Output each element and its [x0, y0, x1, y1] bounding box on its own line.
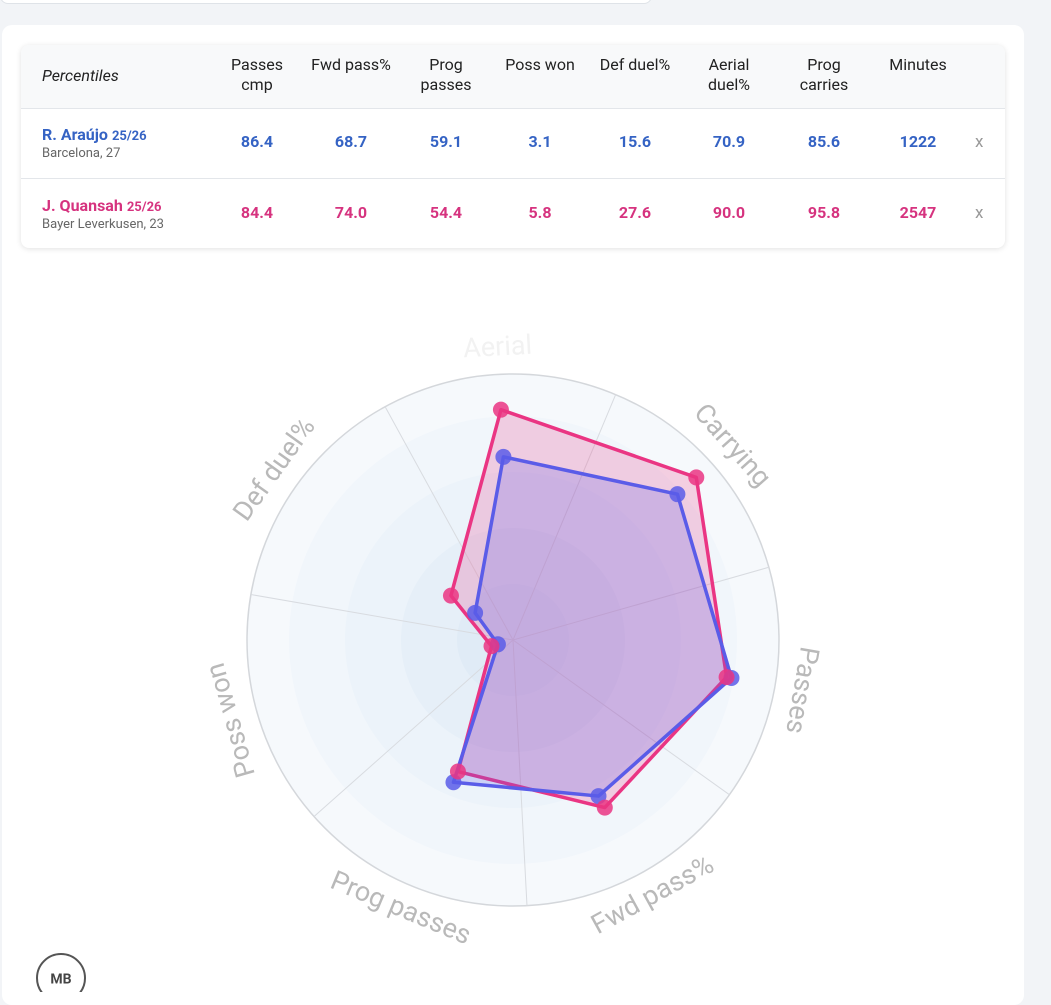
player-name: R. Araújo 25/26	[42, 125, 147, 144]
name: R. Araújo	[42, 125, 108, 144]
value-cell: 3.1	[528, 132, 552, 151]
name: J. Quansah	[42, 196, 123, 215]
radar-spoke	[250, 594, 514, 641]
header-cell: Prog carries	[799, 55, 849, 94]
value-cell: 27.6	[618, 203, 652, 222]
value-cell: 86.4	[240, 132, 274, 151]
header-cell: Minutes	[889, 55, 947, 74]
header-cell: Prog passes	[420, 55, 472, 94]
value-cell: 74.0	[334, 203, 368, 222]
value-cell: 85.6	[807, 132, 841, 151]
player-info: Barcelona, 27	[42, 146, 121, 161]
header-cell: Aerial duel%	[708, 55, 750, 94]
radar-spoke	[512, 639, 528, 906]
table-row: J. Quansah 25/26 Bayer Leverkusen, 23 84.4 7…	[21, 178, 1005, 249]
value-cell: 2547	[899, 203, 937, 222]
radar-point	[492, 401, 509, 418]
radar-spoke	[512, 566, 769, 641]
logo: MB	[50, 972, 71, 988]
header-cell: Percentiles	[42, 66, 119, 85]
season: 25/26	[111, 129, 147, 144]
axis-label: Passes	[779, 644, 826, 736]
table-row: R. Araújo 25/26 Barcelona, 27 86.4 68.7 59.1 3…	[21, 108, 1005, 178]
radar-point	[495, 448, 512, 465]
table-header: Percentiles Passes cmp Fwd pass% Prog passe…	[21, 45, 1005, 109]
player-name: J. Quansah 25/26	[42, 196, 162, 215]
radar-spoke	[384, 406, 514, 641]
value-cell: 5.8	[528, 203, 552, 222]
radar-point	[688, 469, 705, 486]
radar-point	[596, 799, 613, 816]
logo-ring	[36, 953, 86, 992]
value-cell: 54.4	[429, 203, 463, 222]
radar-point	[483, 638, 500, 655]
value-cell: 68.7	[334, 132, 368, 151]
header-cell: Passes cmp	[231, 55, 283, 94]
radar-spoke	[313, 639, 514, 817]
remove-button[interactable]: x	[975, 132, 984, 152]
radar-point	[669, 486, 686, 503]
radar-point	[718, 669, 735, 686]
radar-point	[467, 604, 484, 621]
header-cell: Poss won	[505, 55, 575, 74]
value-cell: 15.6	[618, 132, 652, 151]
header-cell: Def duel%	[599, 55, 671, 74]
season: 25/26	[126, 200, 162, 215]
radar-spoke	[512, 394, 617, 641]
value-cell: 70.9	[712, 132, 746, 151]
value-cell: 90.0	[712, 203, 746, 222]
header-cell: Fwd pass%	[311, 55, 391, 74]
value-cell: 1222	[899, 132, 937, 151]
value-cell: 59.1	[429, 132, 463, 151]
axis-label: Aerial	[462, 329, 532, 365]
value-cell: 95.8	[807, 203, 841, 222]
radar-point	[449, 763, 466, 780]
radar-point	[442, 587, 459, 604]
radar-spoke	[512, 639, 730, 796]
value-cell: 84.4	[240, 203, 274, 222]
player-info: Bayer Leverkusen, 23	[42, 217, 164, 232]
remove-button[interactable]: x	[975, 203, 984, 223]
table: Percentiles Passes cmp Fwd pass% Prog passe…	[21, 45, 1005, 248]
